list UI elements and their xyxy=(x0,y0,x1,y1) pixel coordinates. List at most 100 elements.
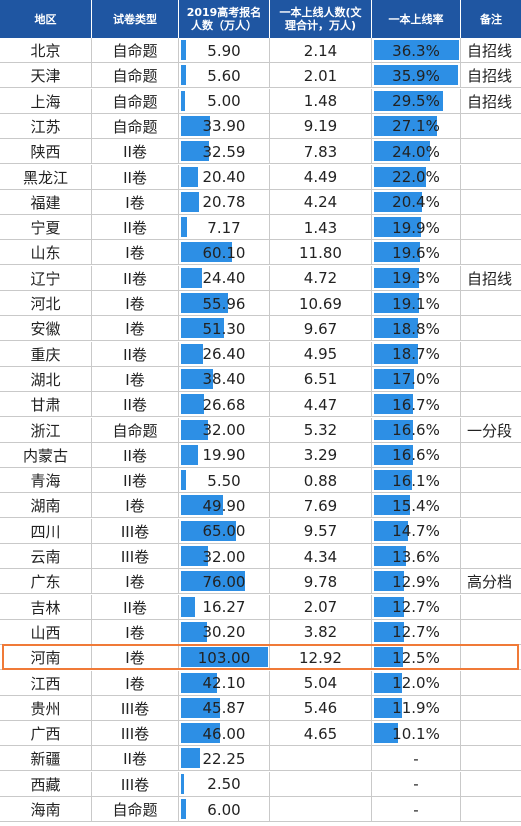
cell-applicants: 20.78 xyxy=(179,189,270,215)
applicants-bar xyxy=(181,267,202,288)
cell-region: 云南 xyxy=(0,544,92,569)
applicants-bar xyxy=(181,748,200,769)
cell-paper-type-text: II卷 xyxy=(123,345,147,364)
cell-note xyxy=(461,595,521,620)
table-row: 贵州 III卷 45.87 5.46 11.9% xyxy=(0,695,521,721)
table-header: 地区 试卷类型 2019高考报名人数（万人） 一本上线人数(文理合计，万人) 一… xyxy=(0,0,521,38)
applicants-bar xyxy=(181,799,187,819)
table-row: 湖北 I卷 38.40 6.51 17.0% xyxy=(0,366,521,392)
cell-region: 山东 xyxy=(0,240,92,266)
rate-bar xyxy=(374,621,404,642)
cell-applicants: 38.40 xyxy=(179,366,270,392)
cell-applicants: 26.40 xyxy=(179,341,270,367)
cell-region: 陕西 xyxy=(0,139,92,165)
table-row: 北京 自命题 5.90 2.14 36.3% 自招线 xyxy=(0,38,521,63)
cell-applicants-text: 2.50 xyxy=(207,775,241,794)
cell-applicants-text: 22.25 xyxy=(202,749,246,768)
cell-tier1-rate: 15.4% xyxy=(372,493,461,519)
cell-tier1-rate: 19.1% xyxy=(372,291,461,316)
cell-applicants-text: 32.00 xyxy=(202,421,246,439)
cell-region-text: 天津 xyxy=(30,67,61,86)
cell-note xyxy=(461,240,521,265)
cell-tier1-rate-text: 15.4% xyxy=(392,496,440,515)
cell-applicants-text: 60.10 xyxy=(202,243,246,262)
cell-tier1-rate-text: 12.7% xyxy=(392,598,440,617)
rate-bar xyxy=(374,647,404,668)
cell-tier1-count-text: 4.24 xyxy=(303,193,338,212)
cell-tier1-count: 0.88 xyxy=(270,468,372,494)
cell-region: 重庆 xyxy=(0,341,92,367)
cell-applicants: 33.90 xyxy=(179,113,270,139)
applicants-bar xyxy=(181,697,220,718)
cell-paper-type-text: I卷 xyxy=(125,295,145,313)
cell-paper-type: 自命题 xyxy=(92,38,179,63)
cell-tier1-rate: 13.6% xyxy=(372,544,461,569)
cell-applicants-text: 38.40 xyxy=(202,370,246,389)
cell-applicants-text: 32.00 xyxy=(202,547,246,566)
cell-region-text: 宁夏 xyxy=(30,219,61,238)
cell-region-text: 湖北 xyxy=(30,370,61,389)
cell-applicants-text: 20.40 xyxy=(202,168,246,186)
cell-paper-type-text: II卷 xyxy=(123,269,147,288)
cell-note: 高分档 xyxy=(461,569,521,594)
cell-tier1-count: 9.19 xyxy=(270,113,372,139)
cell-paper-type-text: II卷 xyxy=(123,472,147,491)
cell-region: 河南 xyxy=(0,645,92,671)
cell-region: 辽宁 xyxy=(0,265,92,291)
cell-note xyxy=(461,746,521,771)
cell-applicants-text: 20.78 xyxy=(202,193,246,212)
cell-region: 青海 xyxy=(0,468,92,494)
cell-tier1-rate: 20.4% xyxy=(372,189,461,215)
cell-note xyxy=(461,671,521,696)
rate-bar xyxy=(374,520,409,541)
rate-bar xyxy=(374,470,412,491)
applicants-bar xyxy=(181,293,229,313)
cell-tier1-rate-text: 16.1% xyxy=(392,471,440,490)
cell-note xyxy=(461,645,521,670)
cell-tier1-rate-text: 16.7% xyxy=(392,395,440,414)
table-row: 云南 III卷 32.00 4.34 13.6% xyxy=(0,544,521,569)
cell-region-text: 黑龙江 xyxy=(22,168,68,187)
applicants-bar xyxy=(181,773,184,794)
cell-region-text: 海南 xyxy=(30,801,61,819)
cell-note xyxy=(461,797,521,822)
cell-region-text: 上海 xyxy=(30,92,61,111)
table-row: 西藏 III卷 2.50 - xyxy=(0,771,521,797)
cell-region-text: 新疆 xyxy=(30,750,61,769)
cell-applicants: 26.68 xyxy=(179,392,270,418)
cell-note-text: 自招线 xyxy=(467,42,513,60)
cell-paper-type: I卷 xyxy=(92,316,179,342)
cell-paper-type: I卷 xyxy=(92,569,179,595)
cell-applicants: 22.25 xyxy=(179,746,270,772)
cell-tier1-rate-text: 12.7% xyxy=(392,623,440,642)
cell-tier1-rate: 24.0% xyxy=(372,139,461,165)
cell-tier1-rate: 16.7% xyxy=(372,392,461,418)
cell-tier1-rate: 16.1% xyxy=(372,468,461,494)
cell-applicants: 32.00 xyxy=(179,544,270,569)
cell-tier1-rate: - xyxy=(372,771,461,797)
cell-tier1-count-text: 9.57 xyxy=(303,522,338,541)
cell-tier1-count-text: 1.48 xyxy=(303,92,338,111)
cell-applicants-text: 26.40 xyxy=(202,345,246,364)
cell-region-text: 贵州 xyxy=(30,699,61,718)
cell-applicants: 32.00 xyxy=(179,417,270,443)
applicants-bar xyxy=(181,217,188,238)
cell-tier1-count-text: 12.92 xyxy=(299,648,342,667)
cell-note xyxy=(461,165,521,190)
applicants-bar xyxy=(181,621,207,642)
table-row: 山西 I卷 30.20 3.82 12.7% xyxy=(0,619,521,645)
cell-region-text: 河南 xyxy=(30,649,61,668)
cell-tier1-rate-text: 14.7% xyxy=(392,522,440,541)
cell-region-text: 北京 xyxy=(30,42,61,60)
cell-paper-type: I卷 xyxy=(92,645,179,671)
applicants-bar xyxy=(181,723,220,744)
table-row: 浙江 自命题 32.00 5.32 16.6% 一分段 xyxy=(0,417,521,443)
cell-applicants: 60.10 xyxy=(179,240,270,266)
cell-note-text: 自招线 xyxy=(467,92,513,111)
rate-bar xyxy=(374,343,418,364)
cell-tier1-rate-text: 16.6% xyxy=(392,421,440,439)
table-row: 河南 I卷 103.00 12.92 12.5% xyxy=(0,645,521,671)
cell-region: 湖北 xyxy=(0,366,92,392)
cell-paper-type: II卷 xyxy=(92,139,179,165)
cell-applicants-text: 24.40 xyxy=(202,269,246,288)
